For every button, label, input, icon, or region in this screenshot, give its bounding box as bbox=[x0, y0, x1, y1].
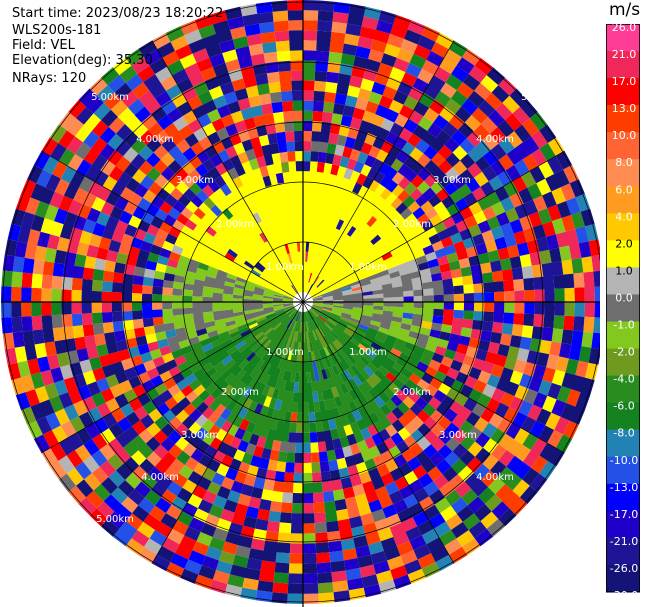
range-ring-label: 5.00km bbox=[521, 514, 559, 525]
azimuth-line bbox=[302, 301, 565, 454]
colorbar-tick-label: 17.0 bbox=[612, 75, 637, 88]
colorbar-tick-label: -10.0 bbox=[610, 454, 638, 467]
colorbar-segment bbox=[606, 267, 640, 296]
azimuth-line bbox=[302, 301, 455, 564]
colorbar-tick-label: -30.0 bbox=[610, 589, 638, 600]
colorbar-tick-label: -6.0 bbox=[613, 400, 634, 413]
azimuth-line bbox=[151, 301, 304, 564]
colorbar-tick-label: 21.0 bbox=[612, 48, 637, 61]
colorbar-tick-label: 10.0 bbox=[612, 129, 637, 142]
azimuth-line bbox=[41, 150, 304, 303]
velocity-bin bbox=[1, 1, 600, 569]
velocity-bin bbox=[11, 20, 581, 590]
colorbar-segment bbox=[606, 402, 640, 431]
colorbar-frame bbox=[606, 24, 640, 592]
colorbar-segment bbox=[606, 348, 640, 377]
colorbar-segment bbox=[606, 240, 640, 269]
colorbar-segment bbox=[606, 294, 640, 323]
colorbar-segment bbox=[606, 375, 640, 404]
range-ring-label: 3.00km bbox=[176, 175, 214, 186]
colorbar-tick-label: 8.0 bbox=[615, 156, 633, 169]
range-ring-label: 4.00km bbox=[141, 472, 179, 483]
azimuth-line bbox=[302, 40, 455, 303]
nrays-label: NRays: 120 bbox=[12, 71, 87, 86]
range-ring-label: 4.00km bbox=[476, 134, 514, 145]
colorbar-segment bbox=[606, 132, 640, 160]
field-label: Field: VEL bbox=[12, 38, 75, 53]
colorbar-segment bbox=[606, 159, 640, 187]
range-ring-label: 1.00km bbox=[266, 262, 304, 273]
colorbar-segment bbox=[606, 105, 640, 133]
colorbar-tick-label: -21.0 bbox=[610, 535, 638, 548]
colorbar-segment bbox=[606, 483, 640, 512]
colorbar-tick-label: 4.0 bbox=[615, 210, 633, 223]
colorbar-tick-label: -2.0 bbox=[613, 346, 634, 359]
azimuth-line bbox=[41, 301, 304, 454]
velocity-bin bbox=[51, 91, 538, 559]
colorbar-segment bbox=[606, 456, 640, 485]
colorbar-segment bbox=[606, 564, 640, 593]
colorbar-tick-label: 2.0 bbox=[615, 237, 633, 250]
velocity-bin bbox=[4, 0, 600, 604]
azimuth-line bbox=[151, 40, 304, 303]
range-ring-label: 5.00km bbox=[91, 92, 129, 103]
colorbar-segment bbox=[606, 213, 640, 241]
range-ring-label: 2.00km bbox=[393, 387, 431, 398]
colorbar-tick-label: 13.0 bbox=[612, 102, 637, 115]
colorbar-segment bbox=[606, 510, 640, 539]
colorbar-segment bbox=[606, 186, 640, 214]
colorbar: 26.0 21.0 17.0 13.0 10.0 8.0 6.0 4.0 2.0 1.0 0.0 -1… bbox=[606, 24, 640, 600]
azimuth-line bbox=[302, 150, 565, 303]
colorbar-tick-label: 1.0 bbox=[615, 264, 633, 277]
colorbar-segment bbox=[606, 429, 640, 458]
velocity-bin bbox=[1, 24, 585, 588]
colorbar-tick-label: -1.0 bbox=[613, 319, 634, 332]
range-ring-label: 3.00km bbox=[439, 430, 477, 441]
range-ring-label: 3.00km bbox=[181, 430, 219, 441]
colorbar-tick-label: -17.0 bbox=[610, 508, 638, 521]
range-ring-label: 1.00km bbox=[349, 347, 387, 358]
elevation-label: Elevation(deg): 35.30 bbox=[12, 53, 153, 68]
colorbar-segment bbox=[606, 321, 640, 350]
colorbar-segment bbox=[606, 51, 640, 79]
velocity-bin bbox=[2, 16, 592, 598]
range-ring-label: 1.00km bbox=[349, 262, 387, 273]
range-ring-label: 5.00km bbox=[521, 92, 559, 103]
range-ring-label: 4.00km bbox=[136, 134, 174, 145]
range-ring-label: 2.00km bbox=[221, 387, 259, 398]
range-rings bbox=[1, 0, 600, 607]
ppi-plot: 1.00km 1.00km 1.00km 1.00km 2.00km 2.00km 2.00… bbox=[1, 0, 600, 607]
colorbar-tick-label: -26.0 bbox=[610, 562, 638, 575]
range-ring-label: 5.00km bbox=[96, 514, 134, 525]
colorbar-tick-label: 6.0 bbox=[615, 183, 633, 196]
range-ring-label: 3.00km bbox=[433, 175, 471, 186]
instrument-label: WLS200s-181 bbox=[12, 23, 102, 38]
range-ring-label: 4.00km bbox=[476, 472, 514, 483]
colorbar-segment bbox=[606, 537, 640, 566]
colorbar-segment bbox=[606, 78, 640, 106]
colorbar-tick-label: -4.0 bbox=[613, 373, 634, 386]
velocity-bin bbox=[11, 0, 600, 603]
colorbar-tick-label: 0.0 bbox=[615, 292, 633, 305]
colorbar-tick-label: -13.0 bbox=[610, 481, 638, 494]
velocity-bin bbox=[1, 21, 600, 603]
colorbar-tick-label: 26.0 bbox=[612, 24, 637, 34]
range-ring-label: 2.00km bbox=[216, 219, 254, 230]
colorbar-tick-label: -8.0 bbox=[613, 427, 634, 440]
colorbar-unit: m/s bbox=[609, 0, 641, 20]
range-ring-label: 1.00km bbox=[266, 347, 304, 358]
colorbar-segment bbox=[606, 24, 640, 52]
range-ring-label: 2.00km bbox=[393, 219, 431, 230]
start-time-label: Start time: 2023/08/23 18:20:22 bbox=[12, 6, 224, 21]
